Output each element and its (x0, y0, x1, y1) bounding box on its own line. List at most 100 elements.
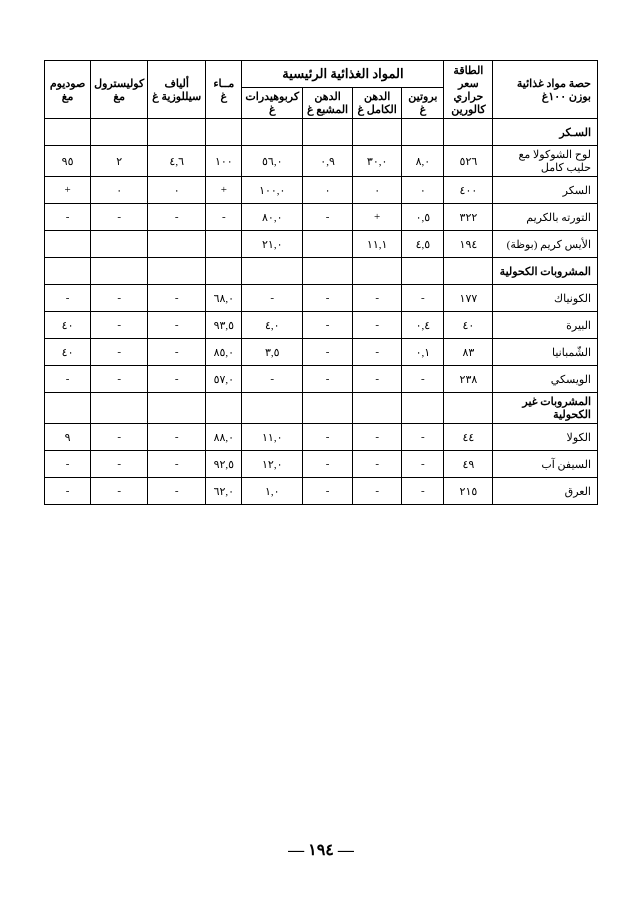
empty-cell (45, 393, 91, 424)
cell-name: لوح الشوكولا مع حليب كامل (493, 146, 598, 177)
cell-prot: - (402, 478, 444, 505)
empty-cell (91, 258, 148, 285)
empty-cell (91, 119, 148, 146)
empty-cell (45, 119, 91, 146)
section-title: المشروبات غير الكحولية (493, 393, 598, 424)
cell-name: الأيس كريم (بوظة) (493, 231, 598, 258)
empty-cell (353, 393, 402, 424)
cell-prot: - (402, 285, 444, 312)
cell-water: ٨٥,٠ (206, 339, 242, 366)
cell-fiber: - (148, 204, 206, 231)
cell-prot: ٠,١ (402, 339, 444, 366)
cell-cal: ٥٢٦ (444, 146, 493, 177)
cell-cal: ٢١٥ (444, 478, 493, 505)
cell-water: - (206, 204, 242, 231)
cell-fiber: - (148, 339, 206, 366)
cell-fatall: ٣٠,٠ (353, 146, 402, 177)
cell-name: التورته بالكريم (493, 204, 598, 231)
cell-cal: ٨٣ (444, 339, 493, 366)
cell-fiber: - (148, 285, 206, 312)
cell-sod: ٤٠ (45, 339, 91, 366)
section-title: السـكر (493, 119, 598, 146)
empty-cell (206, 393, 242, 424)
cell-chol: - (91, 204, 148, 231)
empty-cell (353, 119, 402, 146)
page-number: — ١٩٤ — (0, 840, 642, 860)
cell-carb: ١,٠ (242, 478, 303, 505)
cell-fatall: - (353, 312, 402, 339)
cell-cal: ٤٠ (444, 312, 493, 339)
cell-prot: - (402, 424, 444, 451)
cell-sod: + (45, 177, 91, 204)
empty-cell (206, 258, 242, 285)
empty-cell (444, 393, 493, 424)
cell-cal: ٤٤ (444, 424, 493, 451)
table-row: الأيس كريم (بوظة)١٩٤٤,٥١١,١٢١,٠ (45, 231, 598, 258)
cell-carb: ٣,٥ (242, 339, 303, 366)
cell-sod: - (45, 285, 91, 312)
table-row: الشّمبانيا٨٣٠,١--٣,٥٨٥,٠--٤٠ (45, 339, 598, 366)
cell-chol: - (91, 312, 148, 339)
cell-water: ٩٣,٥ (206, 312, 242, 339)
cell-name: السيفن آب (493, 451, 598, 478)
cell-fatall: + (353, 204, 402, 231)
cell-chol: - (91, 366, 148, 393)
cell-carb: ٢١,٠ (242, 231, 303, 258)
cell-fatall: ١١,١ (353, 231, 402, 258)
cell-chol (91, 231, 148, 258)
hdr-main-group: المواد الغذائية الرئيسية (242, 61, 444, 88)
cell-fatsat: ٠ (303, 177, 353, 204)
cell-carb: ٥٦,٠ (242, 146, 303, 177)
empty-cell (402, 393, 444, 424)
cell-sod: - (45, 366, 91, 393)
cell-water: ١٠٠ (206, 146, 242, 177)
cell-fatsat (303, 231, 353, 258)
nutrition-table: حصة مواد غذائية بوزن ١٠٠غ الطاقة سعر حرا… (44, 60, 598, 505)
empty-cell (242, 119, 303, 146)
empty-cell (148, 258, 206, 285)
cell-fiber: - (148, 478, 206, 505)
cell-sod: ٩ (45, 424, 91, 451)
empty-cell (242, 393, 303, 424)
cell-cal: ١٧٧ (444, 285, 493, 312)
cell-chol: - (91, 285, 148, 312)
cell-name: الكونياك (493, 285, 598, 312)
empty-cell (303, 258, 353, 285)
cell-fatsat: - (303, 204, 353, 231)
table-row: العرق٢١٥---١,٠٦٢,٠--- (45, 478, 598, 505)
cell-sod: ٤٠ (45, 312, 91, 339)
empty-cell (206, 119, 242, 146)
table-row: الويسكي٢٣٨----٥٧,٠--- (45, 366, 598, 393)
cell-name: البيرة (493, 312, 598, 339)
cell-fatsat: - (303, 366, 353, 393)
cell-chol: - (91, 451, 148, 478)
hdr-protein: بروتين غ (402, 88, 444, 119)
cell-cal: ٢٣٨ (444, 366, 493, 393)
cell-water: ٥٧,٠ (206, 366, 242, 393)
hdr-fatall: الدهن الكامل غ (353, 88, 402, 119)
table-row: البيرة٤٠٠,٤--٤,٠٩٣,٥--٤٠ (45, 312, 598, 339)
cell-fatall: - (353, 285, 402, 312)
cell-chol: ٢ (91, 146, 148, 177)
cell-water (206, 231, 242, 258)
empty-cell (402, 119, 444, 146)
cell-water: ٨٨,٠ (206, 424, 242, 451)
empty-cell (444, 119, 493, 146)
table-row: لوح الشوكولا مع حليب كامل٥٢٦٨,٠٣٠,٠٠,٩٥٦… (45, 146, 598, 177)
cell-fiber: - (148, 451, 206, 478)
cell-name: السكر (493, 177, 598, 204)
hdr-name: حصة مواد غذائية بوزن ١٠٠غ (493, 61, 598, 119)
cell-fatsat: - (303, 424, 353, 451)
empty-cell (148, 119, 206, 146)
cell-sod: - (45, 478, 91, 505)
cell-carb: - (242, 366, 303, 393)
table-row: السكر٤٠٠٠٠٠١٠٠,٠+٠٠+ (45, 177, 598, 204)
cell-fatsat: ٠,٩ (303, 146, 353, 177)
cell-carb: ١١,٠ (242, 424, 303, 451)
cell-prot: - (402, 451, 444, 478)
cell-prot: - (402, 366, 444, 393)
empty-cell (303, 393, 353, 424)
cell-chol: - (91, 478, 148, 505)
cell-prot: ٠ (402, 177, 444, 204)
cell-fatsat: - (303, 478, 353, 505)
